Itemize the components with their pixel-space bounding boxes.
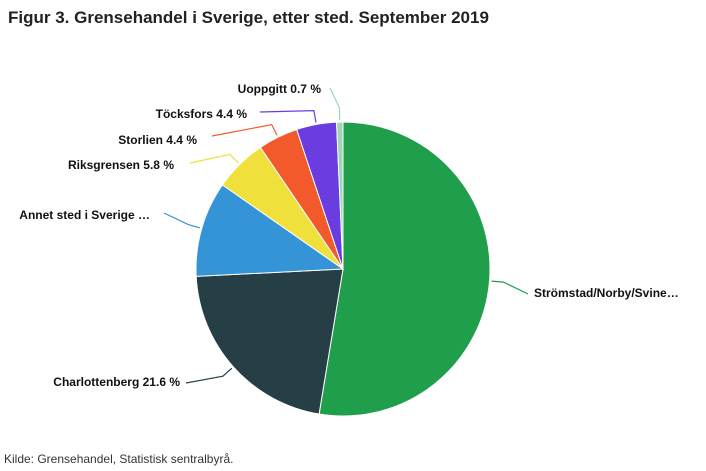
slice-label-riksgrensen: Riksgrensen 5.8 % xyxy=(68,158,174,172)
pie-slice-charlottenberg xyxy=(195,268,344,415)
connector-storlien xyxy=(211,123,278,137)
pie-slice-uoppgitt xyxy=(336,121,344,270)
slice-label-charlottenberg: Charlottenberg 21.6 % xyxy=(53,375,180,389)
pie-slice-str-mstad-norby-svinesund xyxy=(318,121,491,417)
pie-slice-annet-sted-i-sverige xyxy=(195,184,345,277)
connector-annet-sted-i-sverige xyxy=(163,212,200,229)
connector-riksgrensen xyxy=(189,153,239,164)
slice-label-str-mstad-norby-svinesund: Strömstad/Norby/Svine… xyxy=(534,286,679,300)
slice-label-storlien: Storlien 4.4 % xyxy=(118,133,197,147)
pie-slices xyxy=(195,121,491,417)
slice-label-annet-sted-i-sverige: Annet sted i Sverige … xyxy=(19,208,150,222)
label-connectors xyxy=(163,87,529,384)
connector-uoppgitt xyxy=(329,87,341,121)
connector-charlottenberg xyxy=(185,367,233,384)
connector-str-mstad-norby-svinesund xyxy=(491,280,529,295)
slice-labels: Strömstad/Norby/Svine… Charlottenberg 21.… xyxy=(19,82,678,389)
slice-label-uoppgitt: Uoppgitt 0.7 % xyxy=(238,82,322,96)
chart-title: Figur 3. Grensehandel i Sverige, etter s… xyxy=(8,8,489,27)
source-note: Kilde: Grensehandel, Statistisk sentralb… xyxy=(4,452,234,466)
connector-t-cksfors xyxy=(259,110,317,123)
slice-label-t-cksfors: Töcksfors 4.4 % xyxy=(156,107,248,121)
